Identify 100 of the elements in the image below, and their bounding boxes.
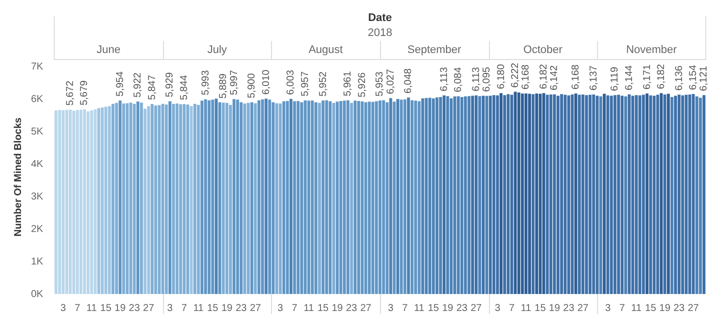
bar <box>556 96 560 294</box>
bar <box>54 110 58 294</box>
bar <box>232 99 236 294</box>
y-tick-label: 3K <box>30 191 44 202</box>
bar <box>585 95 588 294</box>
x-tick-label: 27 <box>250 302 262 314</box>
bar <box>588 94 592 294</box>
bar <box>436 97 438 294</box>
bar <box>236 100 240 294</box>
x-tick-label: 3 <box>605 302 612 314</box>
bar <box>307 100 310 294</box>
bar <box>520 93 524 294</box>
data-label: 5,929 <box>164 72 176 98</box>
bar <box>578 94 581 294</box>
bar <box>346 100 350 294</box>
bar <box>506 94 510 294</box>
y-tick-label: 0K <box>30 288 44 300</box>
data-label: 5,961 <box>342 70 354 96</box>
x-tick-label: 7 <box>181 302 188 314</box>
bar <box>692 94 695 294</box>
bar <box>670 97 674 294</box>
bar <box>642 94 645 294</box>
data-label: 6,010 <box>260 69 272 95</box>
bar <box>684 94 688 294</box>
bar <box>250 102 254 294</box>
bar <box>371 102 374 294</box>
bar <box>500 93 503 294</box>
x-tick-label: 3 <box>494 302 501 314</box>
x-tick-label: 19 <box>332 302 344 314</box>
x-tick-label: 19 <box>221 302 233 314</box>
bar <box>517 92 520 294</box>
bar <box>282 101 286 294</box>
x-tick-label: 15 <box>207 302 219 314</box>
x-axis-title: Date <box>368 12 392 24</box>
text: September <box>407 44 462 56</box>
data-label: 5,953 <box>374 71 386 97</box>
x-tick-label: 15 <box>100 302 112 314</box>
bar <box>524 94 528 294</box>
bar <box>617 94 620 294</box>
bar <box>243 104 246 294</box>
x-tick-label: 11 <box>193 302 204 314</box>
bar <box>614 95 616 294</box>
y-tick-label: 7K <box>30 61 44 72</box>
bar <box>564 94 567 294</box>
bar <box>374 101 378 294</box>
x-tick-label: 19 <box>114 302 126 314</box>
bar <box>154 106 158 294</box>
bar <box>492 95 496 294</box>
bar <box>94 109 97 294</box>
text: June <box>96 44 120 56</box>
bar <box>592 94 596 294</box>
bar <box>357 100 360 294</box>
bar <box>456 96 460 294</box>
bar <box>172 104 175 294</box>
bar <box>257 100 260 294</box>
bar <box>574 94 578 294</box>
bar <box>164 104 168 294</box>
bar <box>478 96 482 294</box>
x-tick-label: 23 <box>456 302 468 314</box>
bar <box>322 100 324 294</box>
bar <box>646 93 648 294</box>
data-label: 6,048 <box>403 68 414 94</box>
x-tick-label: 11 <box>304 302 314 314</box>
data-label: 6,003 <box>286 69 297 95</box>
x-tick-label: 7 <box>292 302 298 314</box>
data-label: 5,844 <box>178 74 190 100</box>
bar <box>350 102 353 294</box>
data-label: 5,954 <box>114 71 126 96</box>
bar <box>144 108 146 294</box>
bar <box>439 97 442 294</box>
data-label: 6,113 <box>470 66 482 92</box>
bar <box>596 96 599 294</box>
text: August <box>308 44 343 56</box>
bar <box>606 95 610 294</box>
bar <box>161 104 164 294</box>
bar <box>432 98 435 294</box>
bar <box>446 96 450 294</box>
x-tick-label: 11 <box>414 302 425 314</box>
bar <box>208 100 211 294</box>
bar <box>100 107 104 294</box>
bar <box>368 102 371 294</box>
data-label: 5,997 <box>228 70 240 96</box>
x-tick-label: 3 <box>167 302 174 314</box>
bar <box>193 104 196 294</box>
bar <box>389 98 392 294</box>
bar <box>325 100 328 294</box>
bar <box>122 104 126 294</box>
bar <box>112 104 114 294</box>
bar <box>240 102 243 294</box>
data-label: 5,922 <box>132 72 144 98</box>
data-label: 5,957 <box>300 70 311 96</box>
bar <box>403 99 406 294</box>
bar <box>211 100 214 294</box>
data-label: 5,900 <box>246 72 258 98</box>
bar <box>407 97 410 294</box>
bar <box>649 95 652 294</box>
bar <box>318 102 321 294</box>
data-label: 6,084 <box>453 66 464 92</box>
bar <box>485 96 488 294</box>
bar <box>314 102 318 294</box>
